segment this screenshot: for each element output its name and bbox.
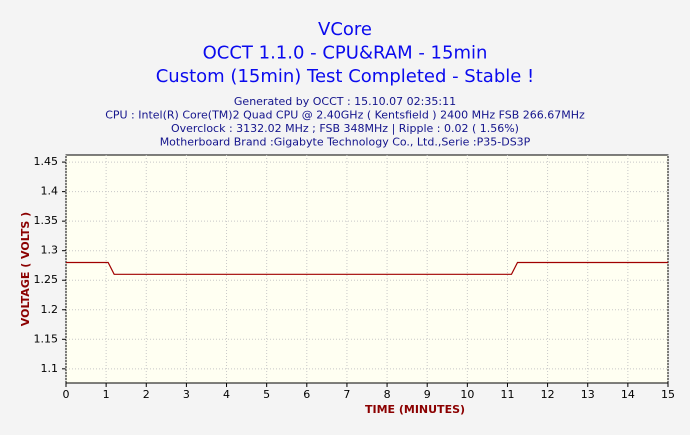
chart-title: VCore xyxy=(318,19,372,40)
plot-area xyxy=(65,154,669,384)
y-tick-label: 1.1 xyxy=(41,362,59,375)
x-tick-label: 10 xyxy=(460,388,474,401)
x-tick-label: 5 xyxy=(263,388,270,401)
info-line: Overclock : 3132.02 MHz ; FSB 348MHz | R… xyxy=(171,122,519,135)
x-tick-label: 6 xyxy=(303,388,310,401)
y-tick-label: 1.15 xyxy=(34,332,59,345)
x-tick-label: 1 xyxy=(103,388,110,401)
info-line: Generated by OCCT : 15.10.07 02:35:11 xyxy=(234,95,456,108)
x-tick-label: 12 xyxy=(541,388,555,401)
info-line: CPU : Intel(R) Core(TM)2 Quad CPU @ 2.40… xyxy=(105,109,585,122)
chart-title: OCCT 1.1.0 - CPU&RAM - 15min xyxy=(203,43,488,64)
x-tick-label: 2 xyxy=(143,388,150,401)
x-tick-label: 0 xyxy=(63,388,70,401)
x-tick-label: 13 xyxy=(581,388,595,401)
x-tick-label: 9 xyxy=(424,388,431,401)
y-tick-label: 1.45 xyxy=(34,155,59,168)
x-tick-label: 14 xyxy=(621,388,635,401)
x-tick-label: 4 xyxy=(223,388,230,401)
info-line: Motherboard Brand :Gigabyte Technology C… xyxy=(160,136,531,149)
y-tick-label: 1.2 xyxy=(41,303,59,316)
y-tick-label: 1.35 xyxy=(34,214,59,227)
x-tick-label: 7 xyxy=(343,388,350,401)
x-tick-label: 11 xyxy=(500,388,514,401)
y-tick-label: 1.3 xyxy=(41,244,59,257)
x-tick-label: 8 xyxy=(384,388,391,401)
y-tick-label: 1.25 xyxy=(34,273,59,286)
x-tick-label: 3 xyxy=(183,388,190,401)
x-axis-label: TIME (MINUTES) xyxy=(365,403,465,416)
y-tick-label: 1.4 xyxy=(41,185,59,198)
x-tick-label: 15 xyxy=(661,388,675,401)
y-axis-label: VOLTAGE ( VOLTS ) xyxy=(19,212,32,326)
data-line xyxy=(66,261,668,275)
chart-title: Custom (15min) Test Completed - Stable ! xyxy=(156,66,535,87)
